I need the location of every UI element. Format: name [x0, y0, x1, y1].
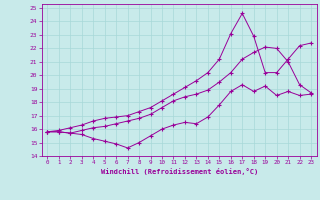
X-axis label: Windchill (Refroidissement éolien,°C): Windchill (Refroidissement éolien,°C)	[100, 168, 258, 175]
